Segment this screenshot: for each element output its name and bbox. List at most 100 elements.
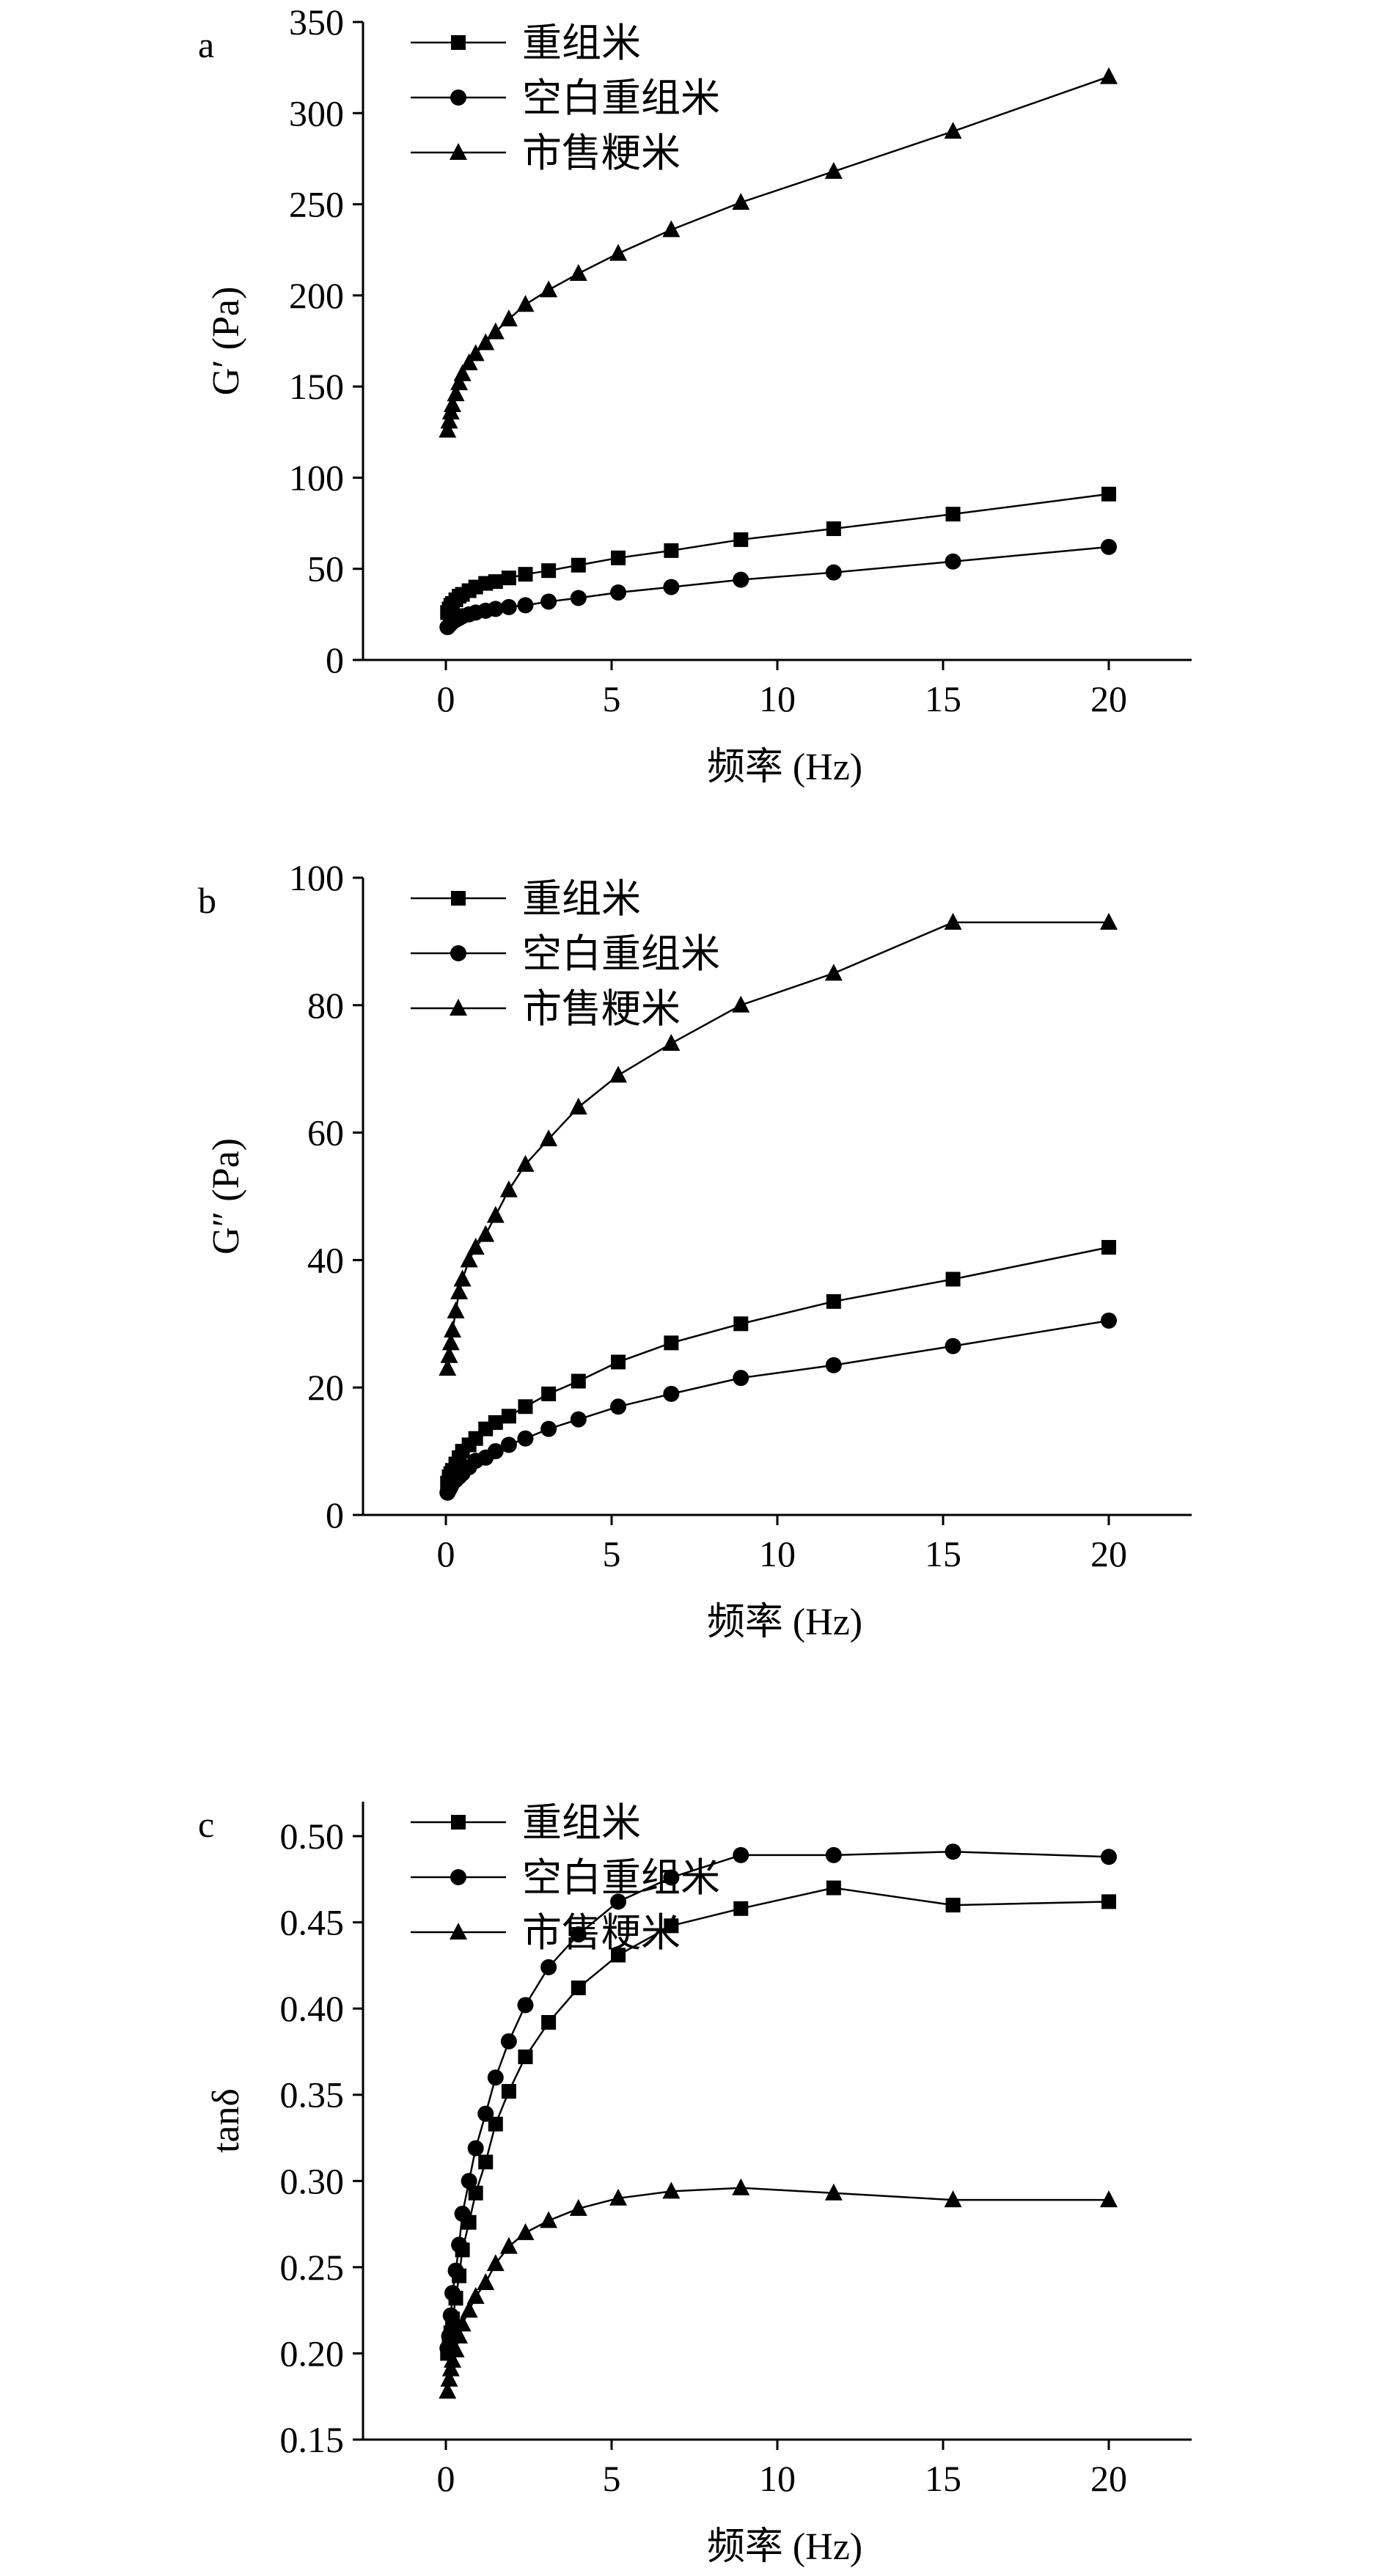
y-tick-label: 100 <box>289 857 344 898</box>
data-point <box>826 521 841 537</box>
data-point <box>733 1316 749 1332</box>
y-tick-label: 50 <box>307 548 344 590</box>
y-tick-label: 250 <box>289 184 344 225</box>
y-tick-label: 200 <box>289 275 344 316</box>
x-tick-label: 20 <box>1090 2458 1127 2499</box>
data-point <box>733 1846 749 1863</box>
data-point <box>664 1335 679 1351</box>
data-point <box>1101 1894 1116 1909</box>
legend-label: 重组米 <box>522 876 641 922</box>
data-point <box>468 2185 483 2201</box>
data-point <box>466 1238 485 1255</box>
data-point <box>460 1250 478 1268</box>
data-point <box>441 2359 460 2377</box>
data-point <box>571 1980 586 1995</box>
data-point <box>447 2340 465 2357</box>
data-point <box>500 598 517 615</box>
data-point <box>453 1269 472 1287</box>
y-tick-label: 0.40 <box>280 1988 345 2029</box>
data-point <box>1101 538 1117 555</box>
data-point <box>945 553 961 570</box>
data-point <box>825 564 842 581</box>
data-point <box>477 1225 495 1242</box>
panel-letter: b <box>198 880 216 921</box>
data-point <box>516 2223 535 2240</box>
data-point <box>571 557 586 573</box>
data-point <box>733 1370 749 1387</box>
data-point <box>444 2285 461 2302</box>
data-point <box>477 333 495 351</box>
y-tick-label: 20 <box>307 1367 344 1408</box>
data-point <box>824 964 843 981</box>
data-point <box>487 2069 504 2086</box>
data-point <box>732 193 750 210</box>
data-point <box>570 590 587 606</box>
data-point <box>517 597 534 614</box>
data-point <box>609 2188 628 2206</box>
data-point <box>1100 912 1118 930</box>
y-tick-label: 0.35 <box>280 2074 345 2116</box>
x-tick-label: 20 <box>1090 678 1127 719</box>
x-axis-label: 频率 (Hz) <box>707 746 862 788</box>
x-tick-label: 5 <box>603 678 621 719</box>
data-point <box>663 579 680 595</box>
data-point <box>826 1880 841 1896</box>
x-tick-label: 0 <box>437 678 455 719</box>
data-point <box>945 1272 961 1287</box>
data-point <box>945 1337 961 1354</box>
data-point <box>460 2300 478 2318</box>
y-tick-label: 150 <box>289 366 344 407</box>
data-point <box>541 2014 557 2030</box>
data-point <box>825 1357 842 1373</box>
data-point <box>945 507 961 522</box>
x-tick-label: 0 <box>437 2458 455 2499</box>
data-point <box>439 1359 457 1376</box>
data-point <box>570 1926 587 1943</box>
data-point <box>944 2190 962 2208</box>
data-point <box>570 1411 587 1428</box>
data-point <box>540 280 558 298</box>
data-point <box>439 420 457 438</box>
legend-label: 市售粳米 <box>522 986 681 1032</box>
data-point <box>444 1320 462 1337</box>
data-point <box>488 2116 503 2132</box>
data-point <box>611 550 626 565</box>
data-point <box>611 1354 626 1370</box>
legend-label: 空白重组米 <box>522 931 720 977</box>
data-point <box>609 243 628 261</box>
y-tick-label: 40 <box>307 1239 344 1280</box>
data-point <box>540 1420 557 1437</box>
legend-marker <box>450 1923 467 1940</box>
y-axis-label: G′ (Pa) <box>205 287 247 396</box>
data-point <box>486 322 505 340</box>
data-point <box>732 2178 750 2195</box>
panel-a: 0 50 100 150 200 250 300 350 0 5 10 15 20 频率 (Hz) G′ (… <box>198 1 1192 788</box>
data-point <box>439 2382 457 2399</box>
data-point <box>518 2050 533 2064</box>
data-point <box>460 353 478 370</box>
data-point <box>466 344 485 362</box>
data-point <box>944 912 962 930</box>
data-point <box>450 373 469 391</box>
legend-marker <box>451 891 466 906</box>
data-point <box>447 2262 464 2279</box>
data-point <box>450 2326 469 2344</box>
data-point <box>441 1333 460 1351</box>
y-tick-label: 0.30 <box>280 2160 345 2201</box>
data-point <box>663 1869 680 1886</box>
x-tick-label: 5 <box>603 2458 621 2499</box>
x-tick-label: 15 <box>925 678 961 719</box>
data-point <box>826 1293 841 1309</box>
data-point <box>733 571 749 588</box>
legend-marker <box>450 89 466 106</box>
data-point <box>610 1398 627 1415</box>
data-point <box>516 1155 535 1173</box>
data-point <box>611 1948 626 1963</box>
y-axis-label: tanδ <box>205 2088 247 2153</box>
data-point <box>488 574 503 590</box>
x-tick-label: 10 <box>759 678 796 719</box>
data-point <box>466 2286 485 2304</box>
data-point <box>499 309 518 327</box>
data-point <box>467 2140 484 2157</box>
y-axis-label: G″ (Pa) <box>205 1138 247 1255</box>
